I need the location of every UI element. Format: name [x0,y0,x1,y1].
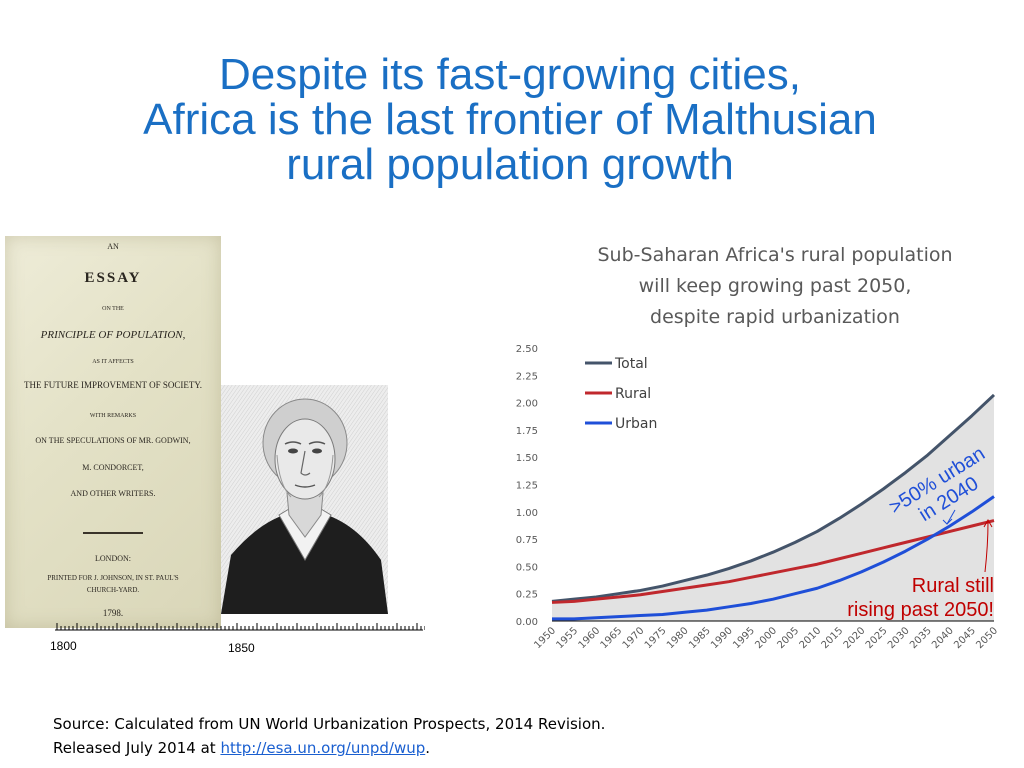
title-line-2: Africa is the last frontier of Malthusia… [143,95,877,144]
x-tick-label: 2030 [886,625,912,651]
x-tick-label: 2005 [775,625,801,651]
x-tick-label: 1960 [577,625,603,651]
x-tick-label: 2010 [798,625,824,651]
x-tick-label: 2040 [930,625,956,651]
y-tick-label: 0.50 [516,562,538,573]
book-line-london: LONDON: [95,554,131,563]
x-tick-label: 1950 [532,625,558,651]
y-tick-label: 1.75 [516,426,538,437]
y-tick-label: 2.25 [516,371,538,382]
rural-annotation-arrow [984,521,989,573]
book-line-essay: ESSAY [84,270,142,286]
portrait-illustration [221,385,388,614]
legend-label-urban: Urban [615,416,657,432]
x-tick-label: 1975 [643,625,669,651]
book-divider [83,532,143,534]
book-line-speculations: ON THE SPECULATIONS OF MR. GODWIN, [35,436,191,445]
timeline-label-1800: 1800 [50,639,77,653]
book-line-an: AN [107,242,119,251]
x-tick-label: 1985 [687,625,713,651]
source-line-2-prefix: Released July 2014 at [53,739,221,757]
x-tick-label: 2000 [753,625,779,651]
book-line-condorcet: M. CONDORCET, [82,463,144,472]
series-line-urban [552,495,995,621]
book-line-as-it-affects: AS IT AFFECTS [92,359,134,365]
x-tick-label: 1995 [731,625,757,651]
book-line-other-writers: AND OTHER WRITERS. [70,489,156,498]
timeline-ticks [55,623,426,631]
chart-title-line-1: Sub-Saharan Africa's rural population [597,244,953,266]
y-tick-label: 2.00 [516,399,538,410]
book-line-principle: PRINCIPLE OF POPULATION, [40,329,186,341]
page-title: Despite its fast-growing cities, Africa … [40,52,980,187]
title-line-1: Despite its fast-growing cities, [219,50,801,99]
y-tick-label: 1.00 [516,508,538,519]
x-tick-label: 2025 [864,625,890,651]
source-line-2: Released July 2014 at http://esa.un.org/… [53,736,605,760]
essay-title-page-image: AN ESSAY ON THE PRINCIPLE OF POPULATION,… [5,236,221,628]
x-tick-label: 2045 [952,625,978,651]
timeline-label-1850: 1850 [228,641,255,655]
legend-label-total: Total [614,356,648,372]
book-line-church-yard: CHURCH-YARD. [86,586,140,594]
x-tick-label: 2050 [974,625,1000,651]
timeline-ruler [55,620,426,640]
y-tick-label: 1.50 [516,453,538,464]
source-link[interactable]: http://esa.un.org/unpd/wup [220,739,426,757]
x-tick-label: 1965 [599,625,625,651]
book-line-with-remarks: WITH REMARKS [89,413,137,419]
x-tick-label: 1990 [709,625,735,651]
source-line-2-suffix: . [425,739,431,757]
chart-title-line-2: will keep growing past 2050, [638,275,912,297]
annotation-rural-line-2: rising past 2050! [847,599,994,621]
y-tick-label: 0.75 [516,535,538,546]
book-line-future: THE FUTURE IMPROVEMENT OF SOCIETY. [24,380,202,390]
annotation-rural-rising: Rural still rising past 2050! [800,574,994,622]
book-line-printed-for: PRINTED FOR J. JOHNSON, IN ST. PAUL'S [47,574,179,582]
book-line-on-the: ON THE [102,306,124,312]
chart-title: Sub-Saharan Africa's rural population wi… [560,240,990,333]
source-line-1: Source: Calculated from UN World Urbaniz… [53,715,606,733]
source-note: Source: Calculated from UN World Urbaniz… [53,712,605,760]
x-tick-label: 2020 [842,625,868,651]
rural-annotation-arrowhead [983,518,993,528]
x-tick-label: 1980 [665,625,691,651]
title-line-3: rural population growth [286,140,734,189]
urban-annotation-arrowhead [942,518,953,525]
book-line-year: 1798. [102,608,124,618]
malthus-portrait-image [221,385,388,614]
series-line-total [551,393,996,603]
annotation-rural-line-1: Rural still [911,575,994,597]
series-line-rural [551,519,995,604]
x-tick-label: 1970 [621,625,647,651]
y-tick-label: 2.50 [516,344,538,355]
chart-title-line-3: despite rapid urbanization [650,306,900,328]
legend-label-rural: Rural [615,386,651,402]
total-area-fill [552,394,994,621]
x-tick-label: 2015 [820,625,846,651]
y-tick-label: 0.25 [516,590,538,601]
x-tick-label: 1955 [554,625,580,651]
x-tick-label: 2035 [908,625,934,651]
urban-annotation-arrow [946,509,956,525]
y-tick-label: 0.00 [516,617,538,628]
y-tick-label: 1.25 [516,481,538,492]
